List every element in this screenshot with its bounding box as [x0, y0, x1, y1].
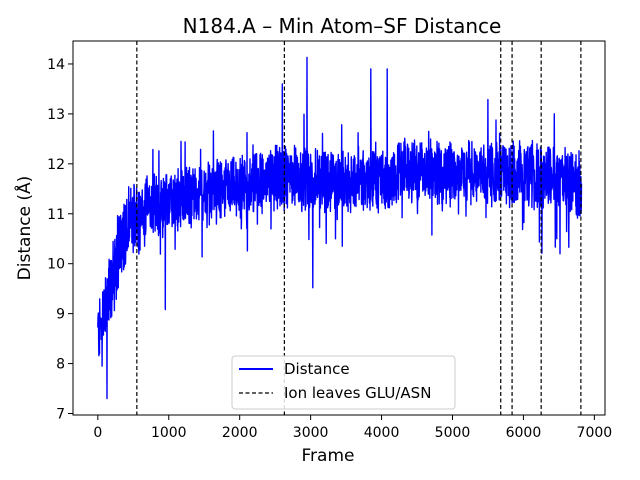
y-tick-label-8: 8: [56, 357, 65, 373]
x-tick-label-7000: 7000: [577, 425, 613, 441]
legend: Distance Ion leaves GLU/ASN: [231, 355, 456, 410]
y-tick-label-12: 12: [47, 157, 65, 173]
x-tick-label-5000: 5000: [435, 425, 471, 441]
axes-frame: [72, 40, 606, 416]
legend-label-ion-leaves: Ion leaves GLU/ASN: [284, 384, 431, 402]
x-tick-label-6000: 6000: [506, 425, 542, 441]
legend-label-distance: Distance: [284, 360, 350, 378]
legend-box: [231, 355, 456, 410]
chart-title: N184.A – Min Atom–SF Distance: [183, 14, 502, 38]
x-tick-label-2000: 2000: [222, 425, 258, 441]
y-tick-label-10: 10: [47, 257, 65, 273]
x-tick-label-1000: 1000: [151, 425, 187, 441]
y-tick-label-9: 9: [56, 307, 65, 323]
y-axis-label: Distance (Å): [13, 176, 35, 281]
x-axis-label: Frame: [302, 446, 355, 466]
x-tick-label-4000: 4000: [364, 425, 400, 441]
y-tick-label-14: 14: [47, 57, 65, 73]
x-tick-label-3000: 3000: [293, 425, 329, 441]
x-tick-label-0: 0: [93, 425, 102, 441]
y-tick-label-11: 11: [47, 207, 65, 223]
y-tick-label-7: 7: [56, 407, 65, 423]
plot-area: 0 1000 2000 3000 4000 5000 6000 7000 7 8 9 10 11 12 13…: [47, 40, 613, 441]
y-tick-label-13: 13: [47, 107, 65, 123]
